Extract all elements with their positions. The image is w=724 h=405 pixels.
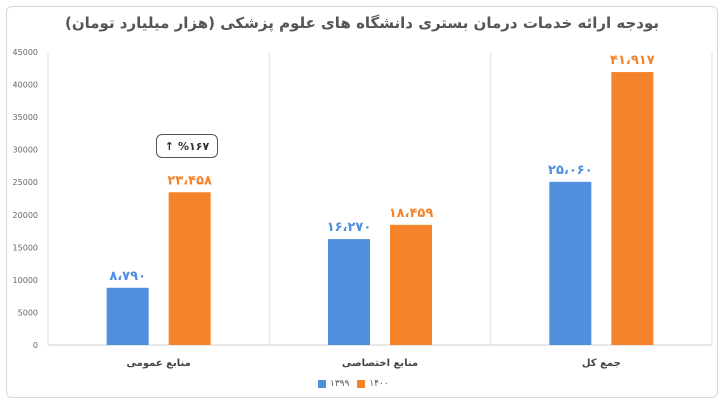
chart-legend: ۱۳۹۹ ۱۴۰۰ bbox=[318, 377, 389, 391]
legend-label-1399: ۱۳۹۹ bbox=[330, 379, 350, 389]
x-category-label: منابع اختصاصی bbox=[342, 358, 418, 369]
data-label: ۸،۷۹۰ bbox=[109, 269, 146, 284]
y-tick-label: 45000 bbox=[13, 48, 38, 57]
data-label: ۱۸،۴۵۹ bbox=[389, 206, 434, 221]
y-tick-label: 30000 bbox=[13, 146, 38, 155]
y-tick-label: 20000 bbox=[13, 211, 38, 220]
legend-item-1399: ۱۳۹۹ bbox=[318, 379, 349, 389]
x-category-label: منابع عمومی bbox=[127, 358, 191, 369]
y-tick-label: 15000 bbox=[13, 243, 38, 252]
up-arrow-icon: ↑ bbox=[164, 139, 175, 153]
growth-callout: ↑ %۱۶۷ bbox=[156, 134, 218, 158]
legend-swatch-1400 bbox=[357, 380, 366, 388]
legend-label-1400: ۱۴۰۰ bbox=[369, 379, 389, 389]
bar-۱۴۰۰-0 bbox=[168, 192, 211, 345]
y-tick-label: 5000 bbox=[18, 308, 38, 317]
bar-۱۳۹۹-1 bbox=[328, 239, 370, 345]
bar-۱۴۰۰-1 bbox=[390, 224, 432, 345]
legend-swatch-1399 bbox=[318, 380, 326, 388]
chart-title: بودجه ارائه خدمات درمان بستری دانشگاه ها… bbox=[64, 14, 660, 32]
legend-item-1400: ۱۴۰۰ bbox=[357, 379, 389, 389]
bar-۱۳۹۹-0 bbox=[106, 287, 149, 345]
data-label: ۴۱،۹۱۷ bbox=[610, 53, 655, 68]
y-tick-label: 25000 bbox=[13, 178, 38, 187]
y-tick-label: 10000 bbox=[13, 276, 38, 285]
bar-۱۴۰۰-2 bbox=[611, 72, 654, 345]
y-tick-label: 40000 bbox=[13, 81, 38, 90]
bar-۱۳۹۹-2 bbox=[549, 181, 592, 345]
data-label: ۱۶،۲۷۰ bbox=[327, 220, 372, 235]
y-tick-label: 0 bbox=[33, 341, 38, 350]
data-label: ۲۳،۴۵۸ bbox=[167, 173, 212, 188]
growth-callout-text: %۱۶۷ bbox=[178, 139, 210, 153]
y-tick-label: 35000 bbox=[13, 113, 38, 122]
x-category-label: جمع کل bbox=[582, 358, 621, 369]
data-label: ۲۵،۰۶۰ bbox=[548, 163, 593, 178]
